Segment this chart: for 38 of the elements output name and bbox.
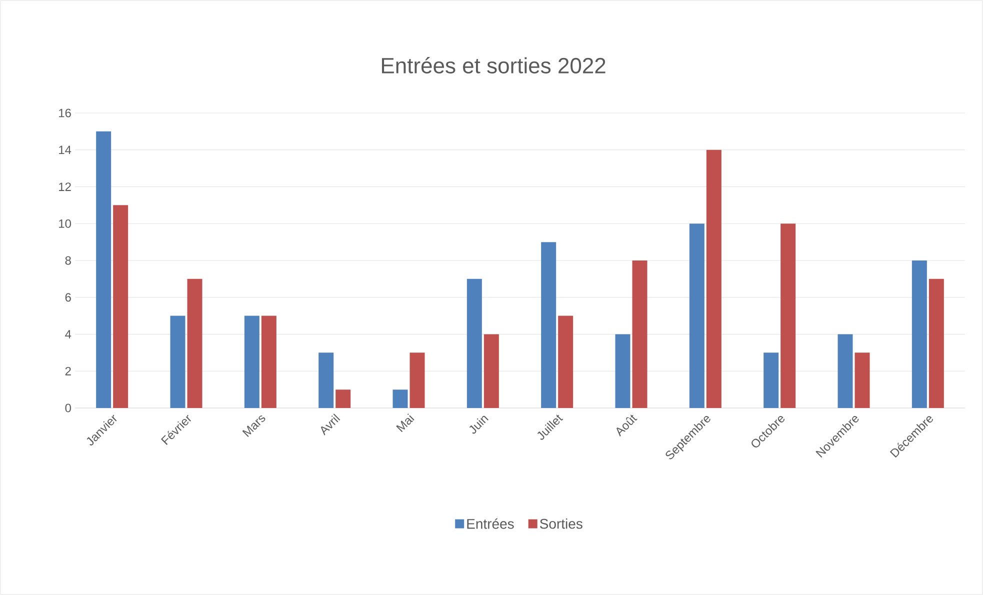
bar	[764, 352, 779, 408]
y-tick-label: 6	[65, 293, 71, 302]
bar	[113, 205, 128, 408]
bar	[558, 316, 574, 408]
x-tick-label: Juin	[469, 416, 489, 434]
bar	[780, 224, 796, 408]
y-tick-label: 4	[65, 330, 72, 338]
bar	[484, 334, 499, 408]
bar	[838, 334, 853, 408]
y-tick-label: 14	[59, 146, 72, 154]
y-tick-label: 0	[65, 404, 72, 412]
bar	[912, 260, 927, 408]
y-tick-label: 12	[59, 182, 71, 191]
bar	[689, 224, 704, 408]
y-tick-label: 10	[59, 219, 72, 228]
chart-title: Entrées et sorties 2022	[382, 57, 606, 74]
bar	[410, 352, 425, 408]
bar	[632, 260, 648, 408]
bar	[466, 278, 482, 408]
y-tick-label: 2	[65, 366, 71, 376]
y-tick-label: 16	[59, 108, 71, 118]
bar	[318, 352, 334, 408]
bar	[170, 316, 186, 408]
bar	[928, 278, 944, 408]
bar	[244, 316, 260, 408]
bar	[541, 242, 556, 408]
legend-label: Sorties	[540, 518, 582, 529]
bar	[392, 390, 408, 408]
legend-label: Entrées	[467, 518, 514, 529]
x-tick-label: Mai	[396, 414, 414, 432]
bar	[96, 131, 112, 408]
bar	[261, 316, 276, 408]
bar	[336, 390, 351, 408]
y-tick-label: 8	[65, 256, 71, 265]
bar	[706, 150, 722, 408]
bar	[615, 334, 630, 408]
bar	[187, 278, 202, 408]
bar	[854, 352, 870, 408]
